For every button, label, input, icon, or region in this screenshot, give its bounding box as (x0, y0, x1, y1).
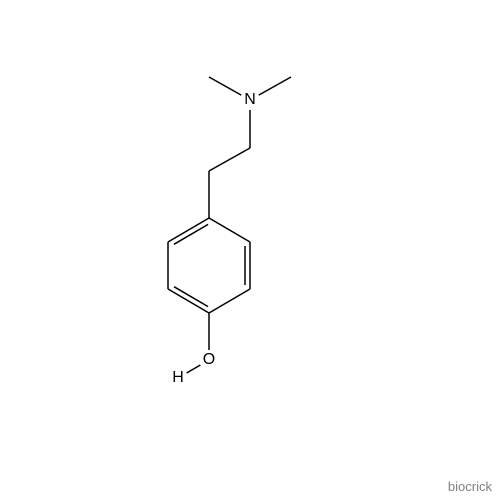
atom-label-n: N (242, 91, 258, 109)
atom-label-o: O (201, 351, 217, 369)
bond-line (209, 148, 250, 171)
bond-svg (0, 0, 500, 500)
molecule-diagram: N OH biocrick (0, 0, 500, 500)
bond-line (174, 287, 208, 307)
bond-line (168, 289, 209, 313)
bond-line (259, 77, 291, 95)
atom-label-h: H (170, 369, 186, 387)
watermark-text: biocrick (448, 479, 492, 494)
bond-line (209, 77, 241, 95)
bond-line (174, 224, 208, 244)
bond-line (187, 365, 201, 373)
bond-line (209, 289, 250, 313)
bond-line (209, 218, 250, 242)
bond-line (168, 218, 209, 242)
